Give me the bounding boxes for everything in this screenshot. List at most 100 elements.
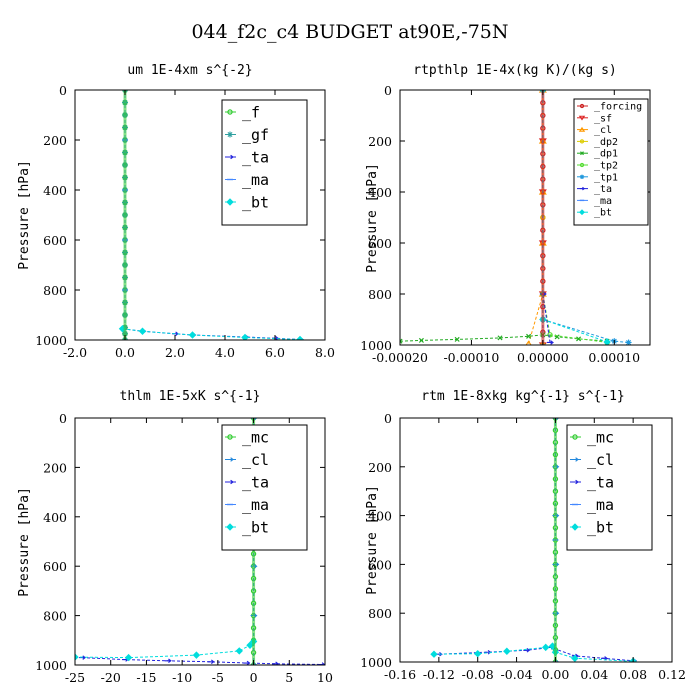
- legend-label: _mc: [587, 428, 614, 446]
- data-point: [75, 653, 79, 661]
- plot-frame: [74, 417, 326, 666]
- chart-panel-2: rtpthlp 1E-4x(kg K)/(kg s) Pressure [hPa]…: [360, 63, 651, 365]
- y-tick-label: 1000: [35, 658, 67, 673]
- panel-title: thlm 1E-5xK s^{-1}: [120, 389, 261, 404]
- data-point: [579, 174, 585, 179]
- legend: _f _gf _ta _ma _bt: [221, 99, 308, 226]
- legend-label: _bt: [242, 193, 269, 211]
- data-point: [526, 333, 532, 339]
- legend-label: _ma: [594, 196, 612, 207]
- data-point: [241, 333, 249, 340]
- data-point: [547, 332, 553, 338]
- data-point: [580, 151, 584, 156]
- data-point: [572, 479, 579, 485]
- legend-box: [573, 98, 649, 226]
- y-tick-label: 600: [43, 559, 67, 574]
- data-point: [207, 659, 215, 665]
- legend-label: _ta: [242, 473, 269, 491]
- x-tick-label: -0.08: [462, 667, 494, 682]
- y-axis-label: Pressure [hPa]: [365, 485, 380, 595]
- y-tick-label: 0: [384, 83, 392, 98]
- data-point: [579, 103, 585, 109]
- data-point: [572, 457, 579, 462]
- legend-label: _ta: [242, 148, 269, 166]
- y-tick-label: 400: [368, 185, 392, 200]
- x-tick-label: 6.0: [265, 345, 285, 360]
- data-point: [571, 654, 579, 662]
- y-tick-label: 800: [368, 606, 392, 621]
- y-tick-label: 1000: [360, 655, 392, 670]
- x-tick-label: 0.0: [115, 345, 135, 360]
- x-tick-label: 5: [285, 670, 293, 685]
- data-point: [227, 434, 233, 440]
- data-point: [503, 647, 511, 655]
- y-tick-label: 600: [368, 557, 392, 572]
- x-tick-label: 2.0: [165, 345, 185, 360]
- plot-frame: [399, 417, 673, 663]
- legend-box: [221, 99, 308, 226]
- data-point: [227, 109, 233, 115]
- data-point: [227, 131, 233, 138]
- legend-label: _forcing: [594, 102, 642, 113]
- x-tick-label: 0.08: [619, 667, 647, 682]
- y-tick-label: 0: [384, 411, 392, 426]
- x-tick-label: 0: [250, 670, 258, 685]
- series-line: [400, 334, 608, 342]
- legend-label: _mc: [242, 428, 269, 446]
- data-point: [542, 643, 550, 652]
- x-tick-label: -0.00010: [443, 350, 499, 365]
- y-axis-label: Pressure [hPa]: [365, 163, 380, 273]
- legend: _mc _cl _ta _ma _bt: [221, 424, 308, 551]
- x-tick-label: 0.00: [542, 667, 570, 682]
- data-point: [474, 649, 482, 658]
- data-point: [227, 479, 234, 485]
- x-tick-label: -25: [65, 670, 85, 685]
- legend-label: _f: [242, 103, 260, 121]
- data-point: [430, 650, 438, 658]
- y-tick-label: 400: [368, 509, 392, 524]
- y-tick-label: 200: [43, 133, 67, 148]
- y-tick-label: 200: [368, 460, 392, 475]
- data-point: [227, 154, 234, 160]
- legend-label: _dp1: [594, 149, 618, 160]
- series-line: [75, 641, 254, 659]
- y-tick-label: 400: [43, 510, 67, 525]
- x-tick-label: 10: [317, 670, 333, 685]
- legend-label: _bt: [242, 518, 269, 536]
- data-point: [138, 327, 147, 335]
- data-point: [578, 115, 586, 121]
- series-line: [82, 657, 322, 665]
- panel-title: rtm 1E-8xkg kg^{-1} s^{-1}: [421, 389, 625, 404]
- legend: _mc _cl _ta _ma _bt: [566, 424, 653, 551]
- data-point: [525, 340, 532, 345]
- x-tick-label: 0.00010: [588, 350, 640, 365]
- y-axis-label: Pressure [hPa]: [17, 487, 32, 597]
- y-tick-label: 600: [368, 236, 392, 251]
- data-point: [625, 339, 632, 345]
- y-tick-label: 800: [43, 609, 67, 624]
- legend-box: [566, 424, 653, 551]
- legend-label: _tp2: [594, 161, 618, 172]
- x-tick-label: -20: [101, 670, 121, 685]
- legend-label: _sf: [594, 113, 612, 124]
- data-point: [124, 653, 133, 662]
- series-line: [433, 645, 634, 662]
- data-point: [578, 126, 586, 132]
- series-line: [542, 90, 629, 343]
- x-tick-label: 4.0: [215, 345, 235, 360]
- y-tick-label: 800: [368, 287, 392, 302]
- x-tick-label: -0.16: [384, 667, 416, 682]
- legend-label: _ma: [587, 496, 614, 514]
- data-point: [497, 335, 503, 341]
- x-tick-label: -15: [136, 670, 156, 685]
- legend-label: _cl: [242, 451, 269, 469]
- y-tick-label: 600: [43, 233, 67, 248]
- y-tick-label: 800: [43, 283, 67, 298]
- panel-title: um 1E-4xm s^{-2}: [127, 63, 252, 78]
- data-point: [454, 336, 460, 342]
- legend-label: _ta: [594, 184, 612, 195]
- legend-label: _dp2: [594, 137, 618, 148]
- panel-title: rtpthlp 1E-4x(kg K)/(kg s): [413, 63, 617, 78]
- x-tick-label: -0.04: [501, 667, 533, 682]
